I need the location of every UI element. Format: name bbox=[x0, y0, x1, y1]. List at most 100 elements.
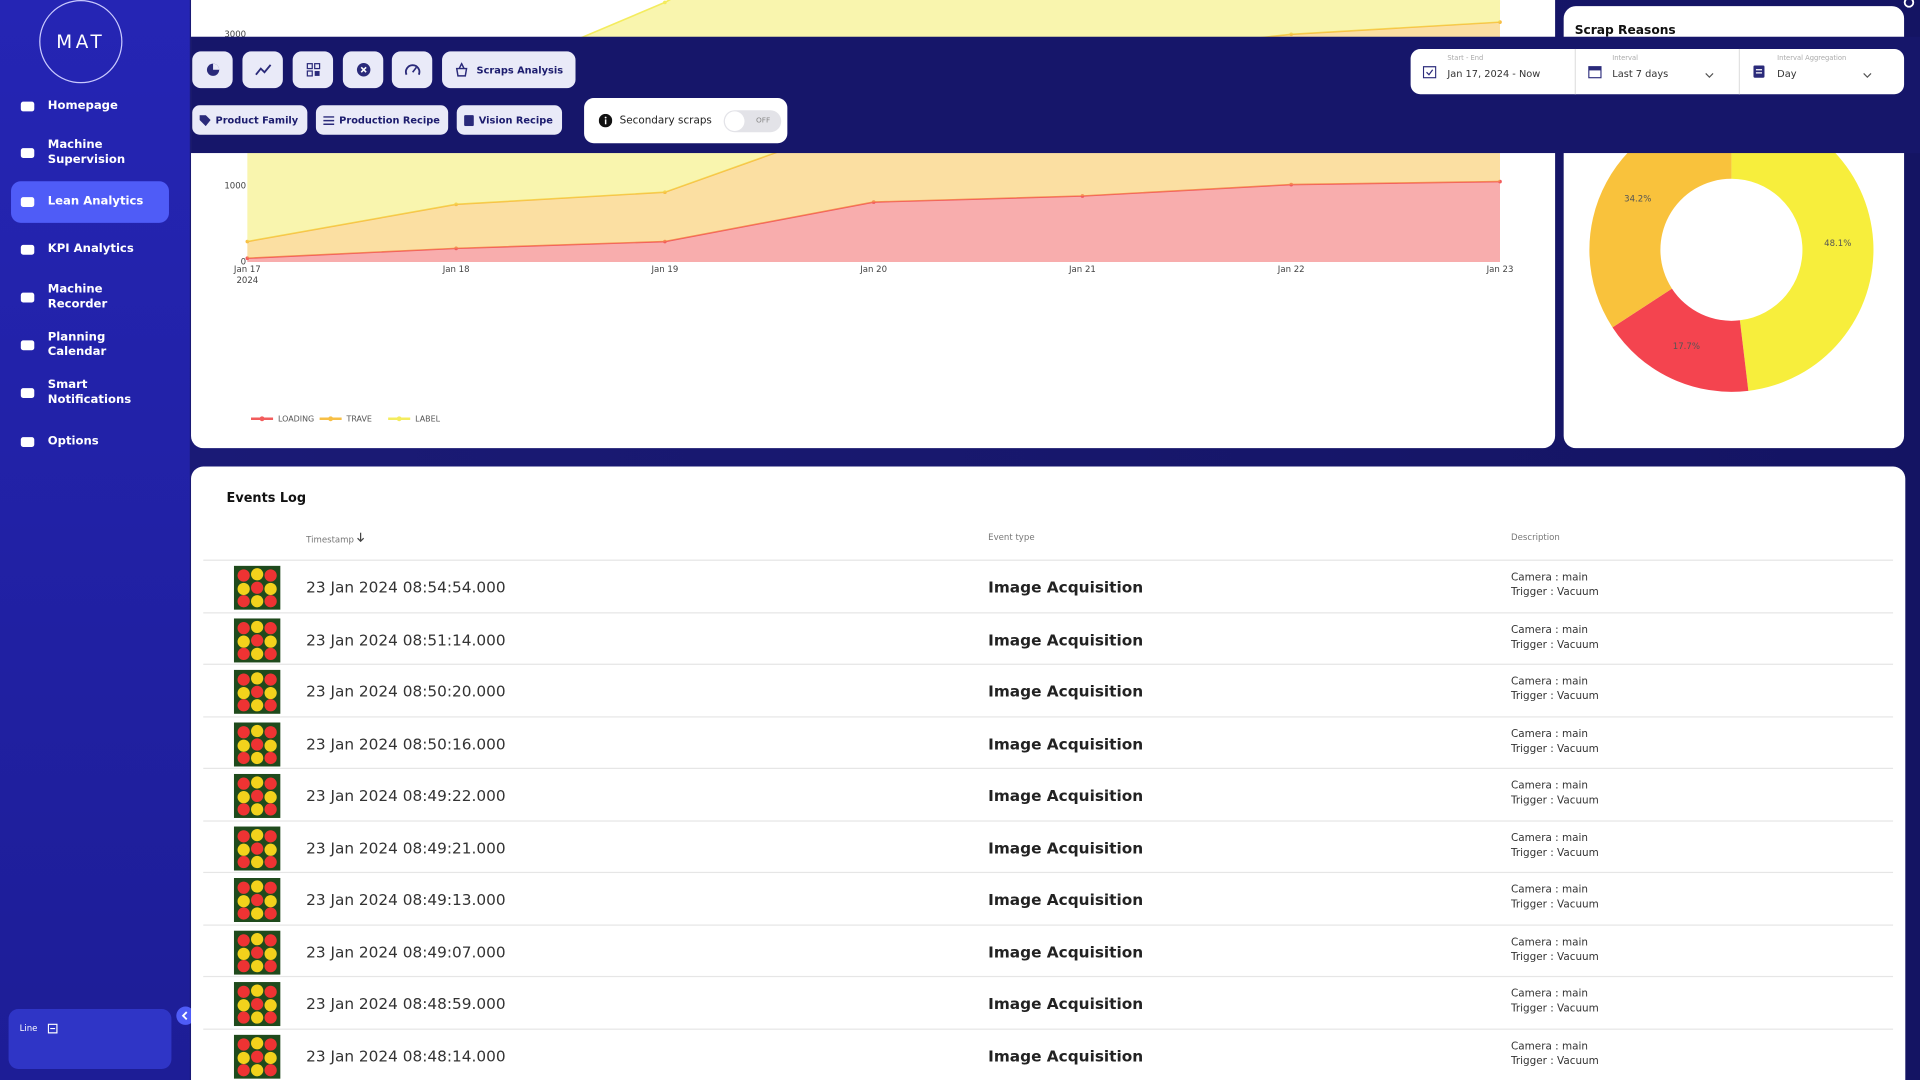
line-label: Line bbox=[19, 1023, 38, 1034]
donut-slice[interactable] bbox=[1731, 107, 1874, 391]
settings-icon[interactable] bbox=[1903, 0, 1915, 8]
thumb-fruit bbox=[237, 895, 250, 908]
thumb-fruit bbox=[264, 595, 277, 608]
interval[interactable]: Interval Last 7 days bbox=[1576, 48, 1741, 95]
description: Camera : main bbox=[1511, 623, 1589, 637]
thumb-fruit bbox=[264, 777, 277, 790]
log-row[interactable]: 23 Jan 2024 08:54:54.000 Image Acquisitio… bbox=[203, 559, 1894, 613]
thumb-fruit bbox=[237, 855, 250, 868]
nav-item[interactable]: Planning Calendar bbox=[11, 324, 169, 366]
nav-icon-shape bbox=[20, 197, 35, 207]
legend-label[interactable]: LOADING bbox=[278, 414, 314, 423]
thumb-fruit bbox=[264, 738, 277, 752]
event-type: Image Acquisition bbox=[988, 838, 1144, 857]
legend-label[interactable]: TRAVE bbox=[346, 414, 372, 423]
thumbnail bbox=[233, 825, 281, 870]
donut-slice[interactable] bbox=[1612, 288, 1749, 392]
thumb-fruit bbox=[251, 841, 264, 855]
donut-label: 48.1% bbox=[1824, 239, 1851, 249]
chip-icon bbox=[464, 115, 474, 127]
x-tick-label: Jan 19 bbox=[650, 265, 678, 275]
thumbnail bbox=[233, 669, 281, 714]
thumb-fruit bbox=[251, 568, 264, 581]
filter-chip[interactable]: Vision Recipe bbox=[456, 105, 562, 135]
thumb-fruit bbox=[264, 947, 277, 960]
log-row[interactable]: 23 Jan 2024 08:51:14.000 Image Acquisitio… bbox=[203, 611, 1894, 665]
nav-item[interactable]: Options bbox=[11, 421, 169, 463]
nav-item[interactable]: Lean Analytics bbox=[11, 181, 169, 223]
log-row[interactable]: 23 Jan 2024 08:48:59.000 Image Acquisitio… bbox=[203, 975, 1894, 1029]
logo[interactable]: MAT bbox=[39, 0, 123, 84]
column-header[interactable]: Timestamp bbox=[306, 532, 365, 545]
tab-scraps-analysis[interactable]: Scraps Analysis bbox=[442, 51, 576, 89]
tab-gauge[interactable] bbox=[391, 51, 433, 89]
thumb-fruit bbox=[264, 1037, 277, 1050]
log-row[interactable]: 23 Jan 2024 08:49:21.000 Image Acquisitio… bbox=[203, 819, 1894, 873]
description: Camera : main bbox=[1511, 1040, 1589, 1053]
log-row[interactable]: 23 Jan 2024 08:50:16.000 Image Acquisitio… bbox=[203, 715, 1894, 769]
nav-item[interactable]: KPI Analytics bbox=[11, 229, 169, 271]
thumb-fruit bbox=[237, 777, 250, 790]
nav-label: Machine Supervision bbox=[47, 138, 126, 167]
secondary-scraps-toggle[interactable]: Secondary scraps OFF bbox=[584, 97, 788, 144]
log-row[interactable]: 23 Jan 2024 08:49:22.000 Image Acquisitio… bbox=[203, 767, 1894, 821]
thumb-fruit bbox=[251, 1036, 264, 1049]
nav-icon bbox=[20, 292, 35, 303]
nav-item[interactable]: Machine Supervision bbox=[11, 132, 169, 174]
thumb-fruit bbox=[264, 791, 277, 804]
tab-errors[interactable] bbox=[342, 51, 384, 89]
thumb-fruit bbox=[251, 1063, 264, 1076]
description: Trigger : Vacuum bbox=[1511, 638, 1599, 651]
start-end[interactable]: Start - End Jan 17, 2024 - Now bbox=[1411, 48, 1576, 95]
filter-chip[interactable]: Product Family bbox=[192, 105, 307, 135]
thumb-fruit bbox=[264, 933, 277, 946]
log-row[interactable]: 23 Jan 2024 08:49:07.000 Image Acquisitio… bbox=[203, 923, 1894, 977]
field-label: Interval bbox=[1612, 55, 1639, 63]
aggregation[interactable]: Interval Aggregation Day bbox=[1740, 49, 1904, 94]
nav-item[interactable]: Homepage bbox=[11, 86, 169, 128]
filter-chip[interactable]: Production Recipe bbox=[315, 105, 449, 135]
tab-pie[interactable] bbox=[192, 51, 233, 89]
area-fill bbox=[247, 181, 1501, 263]
collapse-icon bbox=[181, 1011, 188, 1021]
x-tick-label: Jan 21 bbox=[1068, 265, 1096, 275]
calendar-icon bbox=[1422, 66, 1437, 79]
tab-icon bbox=[206, 63, 219, 76]
column-header: Event type bbox=[988, 532, 1035, 543]
field-value: Last 7 days bbox=[1612, 68, 1669, 80]
tab-trend[interactable] bbox=[242, 51, 283, 89]
y-tick-label: 1000 bbox=[224, 182, 246, 192]
thumb-fruit bbox=[264, 985, 277, 998]
timestamp: 23 Jan 2024 08:49:13.000 bbox=[306, 890, 506, 909]
line-selector[interactable]: Line bbox=[8, 1008, 172, 1069]
description: Trigger : Vacuum bbox=[1511, 950, 1599, 964]
nav-item[interactable]: Machine Recorder bbox=[11, 277, 169, 319]
thumb-fruit bbox=[237, 829, 250, 842]
log-row[interactable]: 23 Jan 2024 08:50:20.000 Image Acquisitio… bbox=[203, 663, 1894, 717]
nav-label: Machine Recorder bbox=[47, 282, 108, 312]
switch[interactable]: OFF bbox=[724, 109, 782, 132]
thumb-fruit bbox=[251, 620, 264, 633]
field-value: Jan 17, 2024 - Now bbox=[1447, 68, 1541, 80]
event-type: Image Acquisition bbox=[988, 994, 1144, 1013]
description: Camera : main bbox=[1511, 727, 1589, 741]
event-type: Image Acquisition bbox=[988, 890, 1144, 909]
event-type: Image Acquisition bbox=[988, 734, 1144, 753]
nav-item[interactable]: Smart Notifications bbox=[11, 372, 169, 414]
log-row[interactable]: 23 Jan 2024 08:49:13.000 Image Acquisitio… bbox=[203, 871, 1894, 925]
donut-title: Scrap Reasons bbox=[1575, 23, 1676, 37]
nav-icon-shape bbox=[20, 101, 35, 112]
collapse-button[interactable] bbox=[176, 1006, 195, 1025]
field-value: Day bbox=[1777, 68, 1797, 80]
timestamp: 23 Jan 2024 08:54:54.000 bbox=[306, 577, 506, 597]
nav-icon bbox=[20, 340, 35, 351]
nav-icon bbox=[20, 148, 35, 158]
tab-grid[interactable] bbox=[292, 51, 334, 89]
log-row[interactable]: 23 Jan 2024 08:48:14.000 Image Acquisitio… bbox=[203, 1027, 1894, 1080]
legend-label[interactable]: LABEL bbox=[415, 414, 440, 423]
donut-slice[interactable] bbox=[1589, 107, 1732, 328]
nav-icon bbox=[20, 101, 35, 112]
thumb-fruit bbox=[251, 595, 264, 608]
thumb-fruit bbox=[251, 907, 264, 920]
